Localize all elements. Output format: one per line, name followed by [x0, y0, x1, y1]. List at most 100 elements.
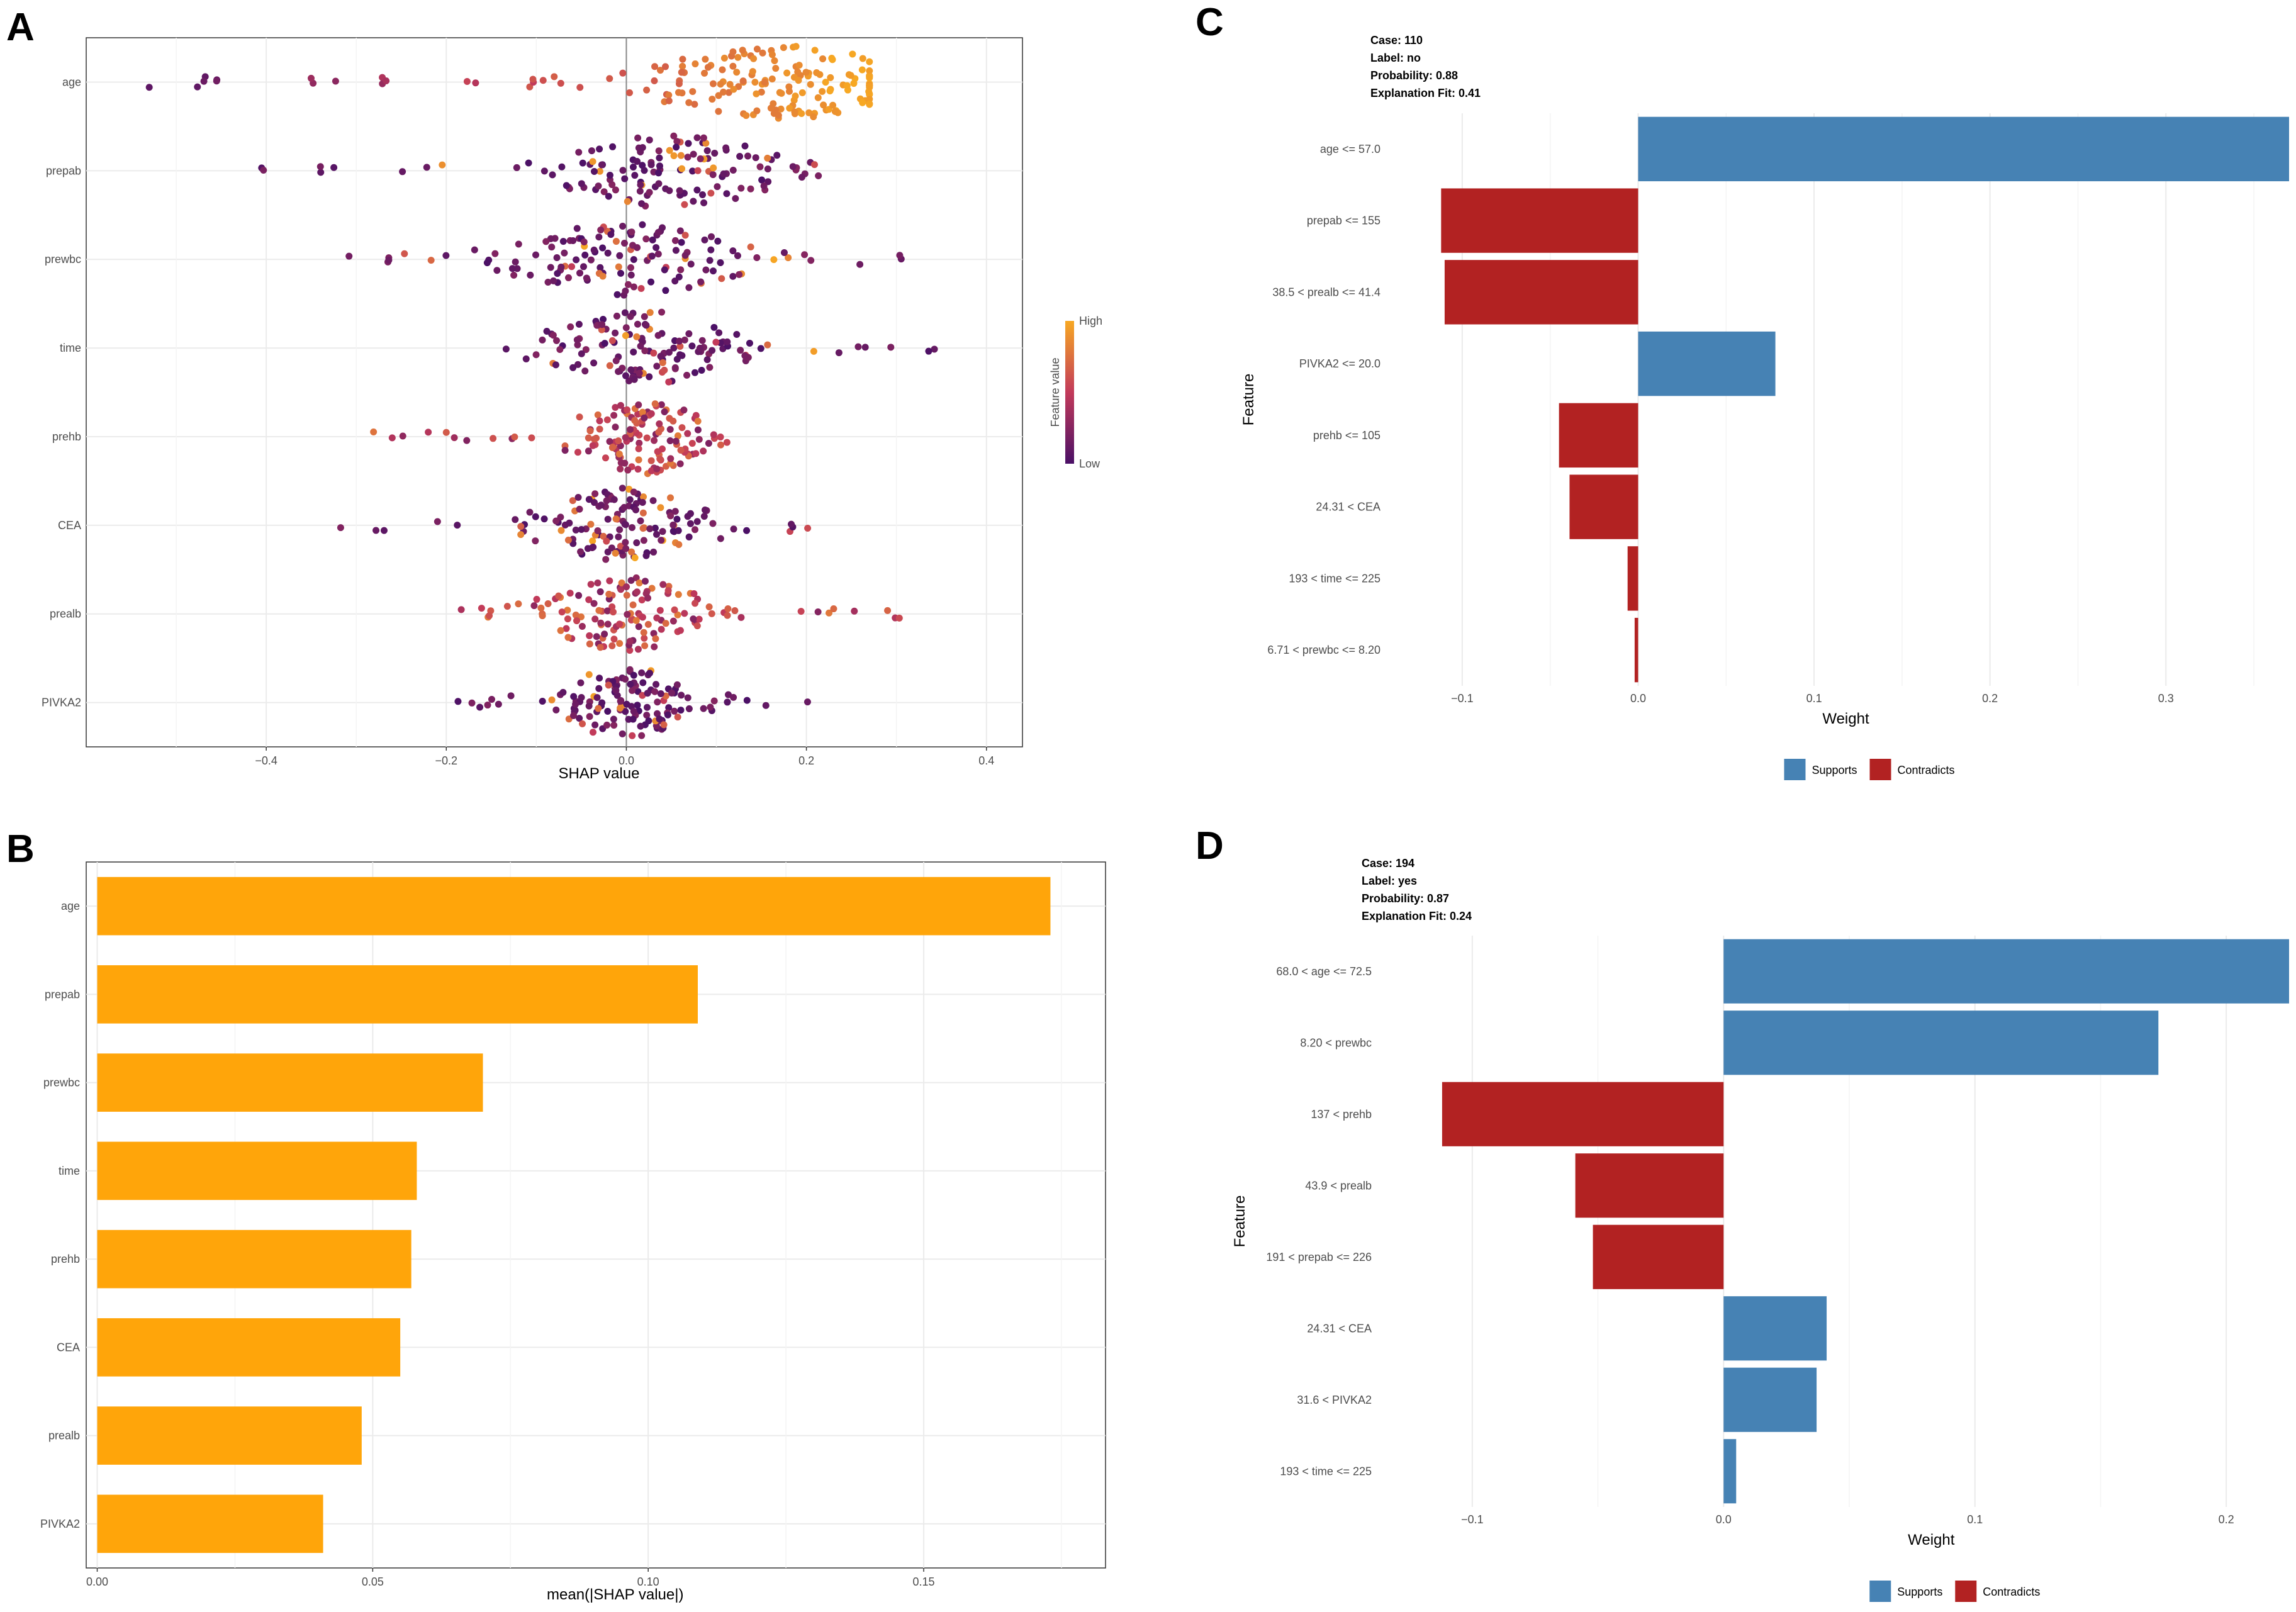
data-point [468, 699, 476, 707]
data-point [610, 411, 618, 419]
data-point [691, 526, 698, 534]
bar [97, 1494, 323, 1553]
data-point [636, 579, 643, 586]
data-point [624, 406, 631, 413]
data-point [573, 256, 580, 264]
data-point [639, 679, 647, 686]
data-point [569, 497, 576, 505]
data-point [591, 490, 599, 498]
y-tick-label: PIVKA2 [40, 1518, 80, 1530]
data-point [603, 537, 610, 545]
data-point [626, 647, 634, 654]
data-point [676, 460, 684, 467]
data-point [547, 264, 554, 271]
case-info-fit: Explanation Fit: 0.24 [1362, 910, 1472, 922]
data-point [606, 577, 613, 585]
data-point [815, 172, 822, 179]
data-point [194, 83, 201, 91]
data-point [511, 433, 518, 440]
data-point [785, 87, 793, 95]
data-point [783, 69, 791, 77]
data-point [632, 617, 640, 624]
data-point [931, 345, 938, 353]
data-point [843, 82, 851, 89]
data-point [564, 607, 571, 614]
data-point [590, 600, 598, 607]
data-point [742, 112, 750, 120]
data-point [674, 611, 681, 618]
data-point [730, 693, 737, 701]
data-point [590, 499, 598, 507]
data-point [579, 159, 586, 167]
data-point [510, 271, 518, 279]
data-point [399, 168, 406, 176]
data-point [631, 554, 639, 561]
data-point [588, 147, 595, 155]
data-point [717, 434, 724, 441]
data-point [695, 435, 703, 443]
data-point [651, 63, 659, 70]
data-point [627, 366, 635, 374]
data-point [737, 347, 744, 354]
data-point [659, 528, 666, 535]
data-point [603, 497, 610, 505]
data-point [590, 543, 597, 551]
data-point [701, 506, 708, 513]
data-point [586, 427, 594, 435]
data-point [508, 265, 516, 272]
data-point [601, 630, 608, 638]
data-point [724, 691, 732, 698]
data-point [656, 607, 664, 614]
data-point [260, 167, 267, 174]
data-point [669, 417, 677, 425]
data-point [604, 708, 612, 715]
data-point [555, 592, 563, 600]
data-point [638, 669, 646, 676]
data-point [690, 590, 698, 598]
data-point [707, 233, 715, 240]
data-point [659, 581, 667, 588]
data-point [641, 642, 649, 649]
data-point [720, 88, 727, 96]
data-point [771, 57, 778, 65]
data-point [729, 62, 737, 70]
data-point [678, 691, 685, 699]
data-point [439, 161, 446, 169]
panel-letter-a: A [6, 6, 35, 49]
data-point [819, 87, 826, 95]
bar [1723, 1010, 2159, 1075]
data-point [639, 691, 646, 699]
data-point [732, 195, 739, 203]
data-point [861, 344, 869, 351]
data-point [854, 343, 862, 350]
data-point [610, 635, 618, 643]
data-point [656, 420, 663, 428]
bar [1723, 1367, 1817, 1432]
data-point [513, 265, 521, 272]
data-point [666, 426, 674, 434]
data-point [633, 333, 641, 340]
data-point [667, 455, 675, 462]
data-point [370, 428, 378, 435]
data-point [602, 556, 610, 563]
data-point [628, 524, 636, 532]
data-point [866, 82, 873, 90]
data-point [741, 352, 749, 359]
legend-label-contradicts: Contradicts [1897, 764, 1954, 776]
data-point [639, 499, 646, 507]
data-point [636, 369, 643, 377]
data-point [532, 351, 540, 359]
data-point [671, 606, 678, 613]
data-point [734, 252, 741, 259]
data-point [866, 58, 873, 65]
data-point [668, 689, 676, 697]
data-point [690, 198, 697, 205]
data-point [658, 625, 665, 633]
colorbar-title: Feature value [1049, 357, 1061, 427]
x-tick-label: 0.3 [2158, 692, 2174, 705]
data-point [621, 175, 629, 182]
data-point [647, 161, 655, 169]
data-point [669, 527, 677, 535]
data-point [717, 441, 724, 449]
data-point [641, 414, 648, 422]
